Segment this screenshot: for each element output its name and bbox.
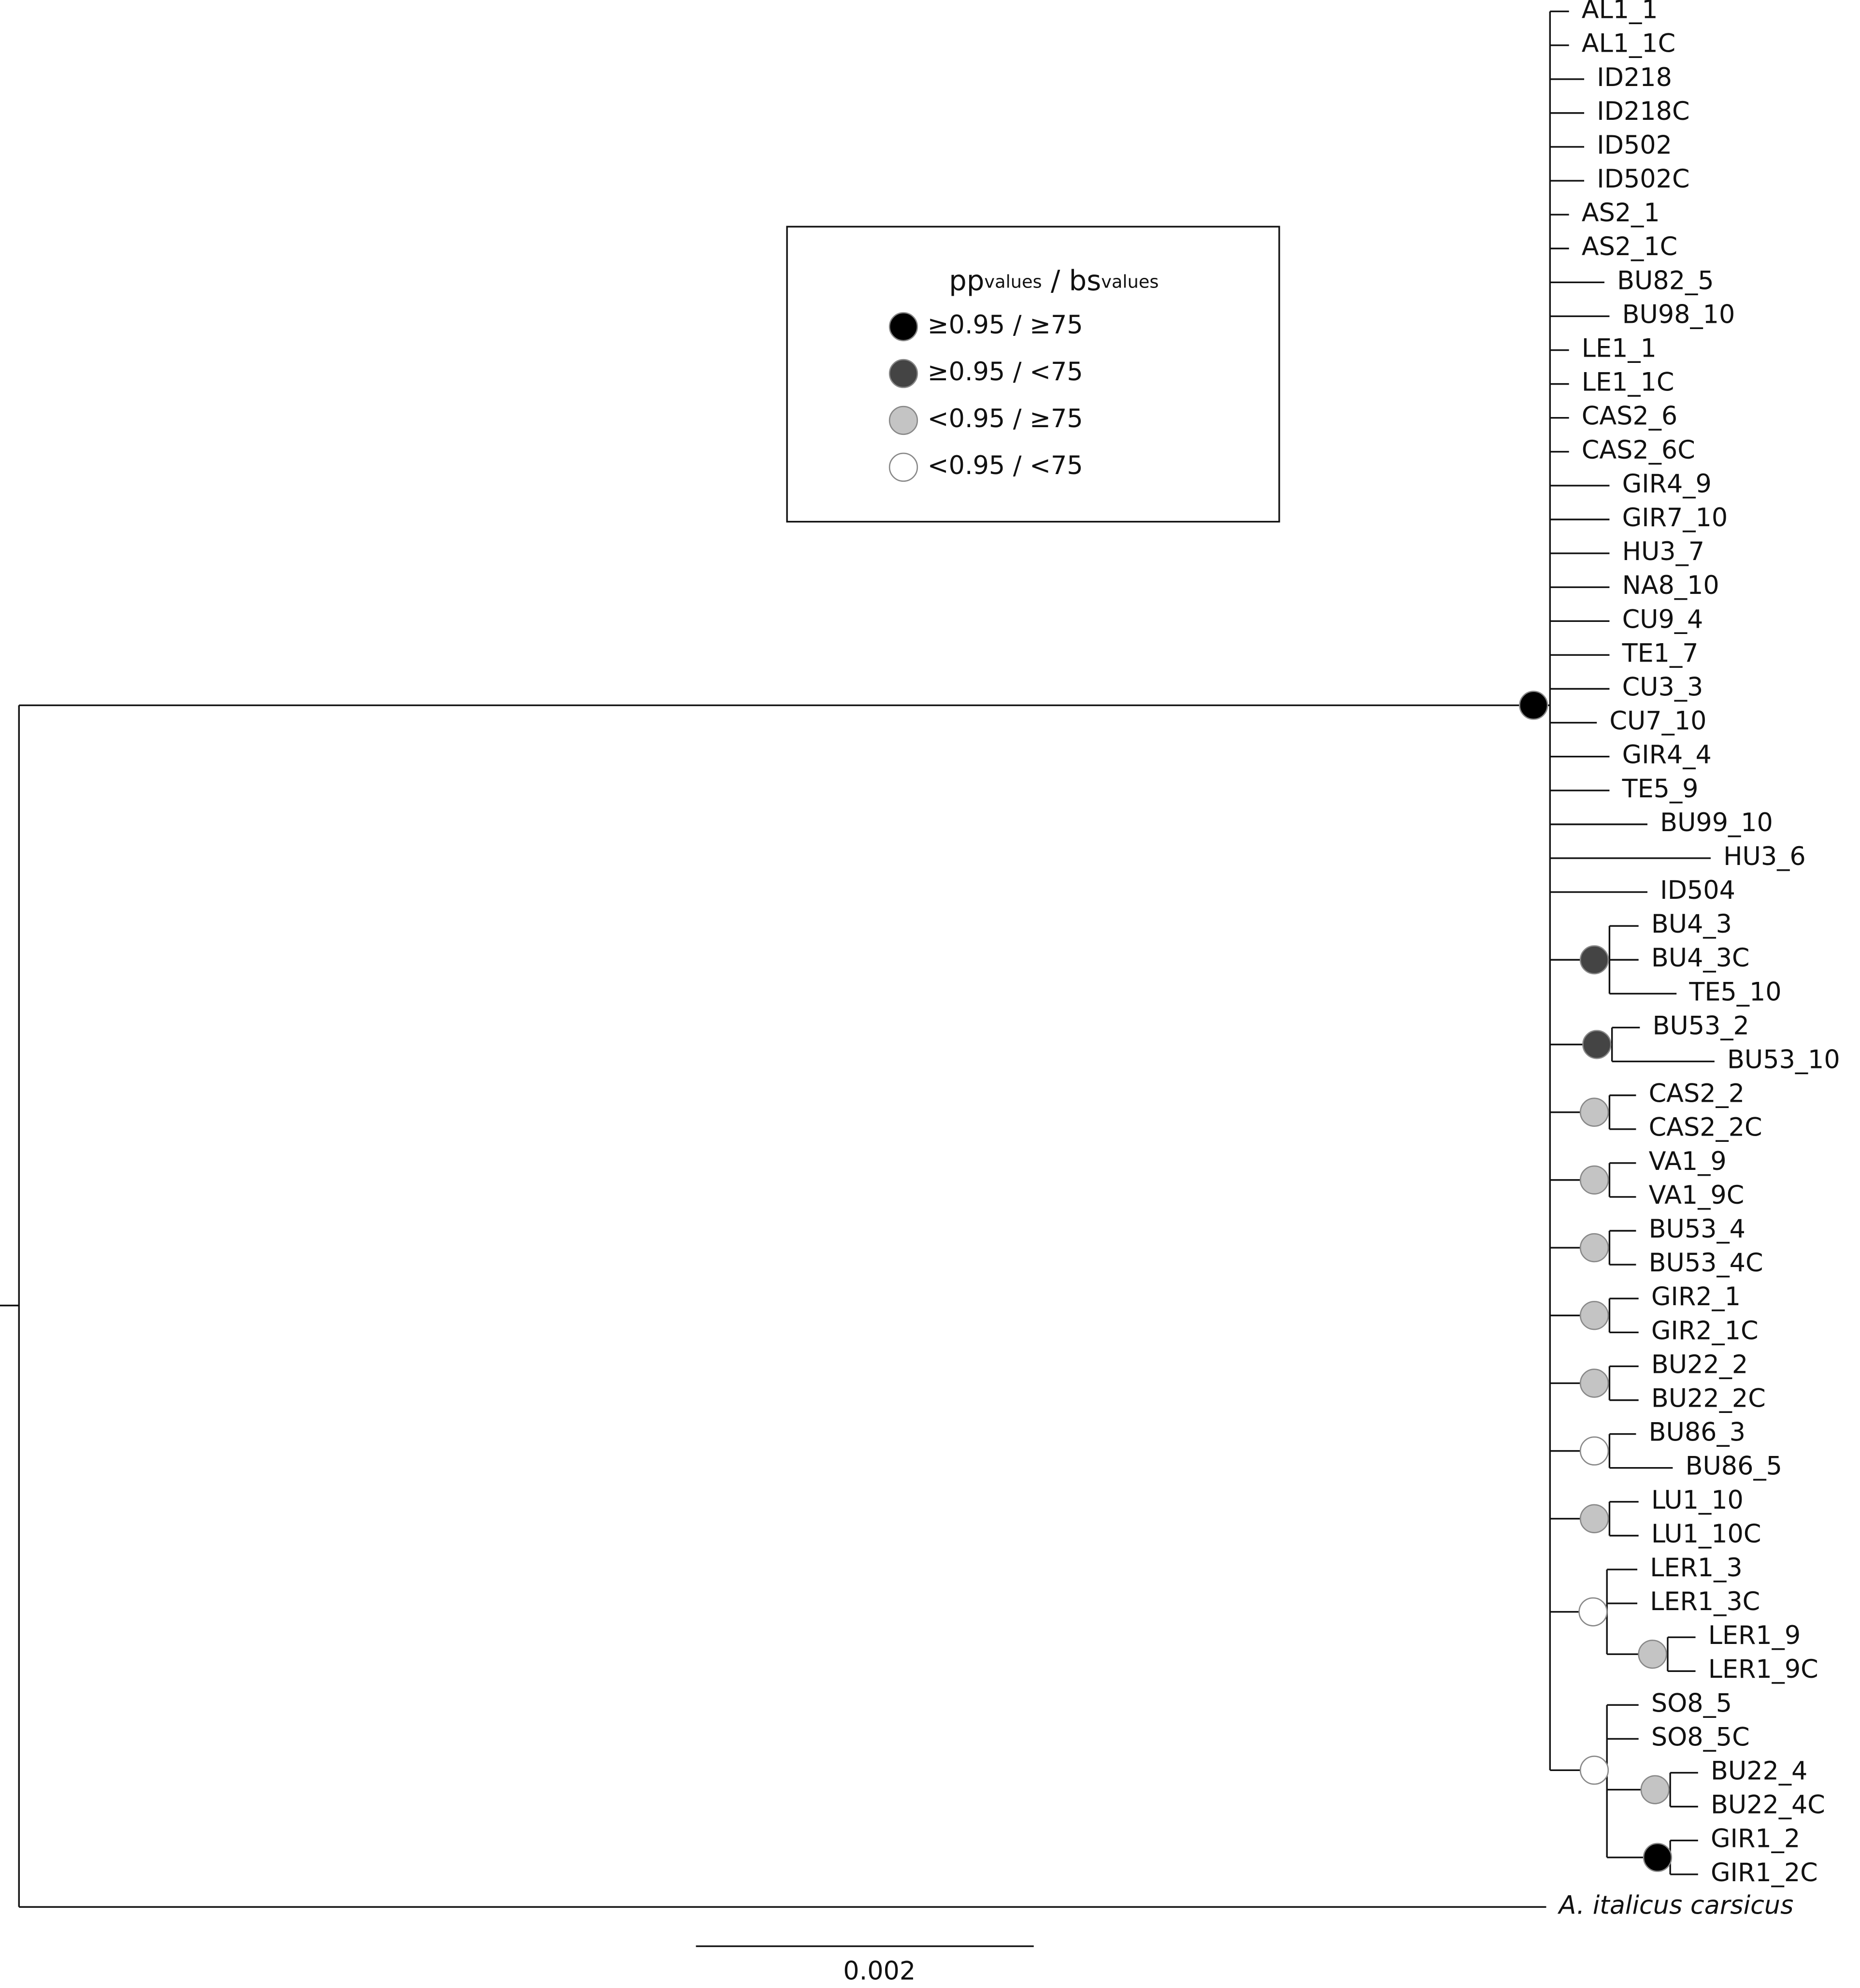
leaf-label: GIR2_1 [1651, 1282, 1741, 1311]
leaf-label: BU99_10 [1660, 808, 1773, 837]
legend-dot [888, 405, 918, 435]
leaf-label: SO8_5 [1651, 1688, 1732, 1718]
leaf-label: HU3_6 [1723, 842, 1806, 871]
leaf-label: VA1_9C [1649, 1181, 1745, 1210]
legend-pp: pp [949, 264, 984, 297]
leaf-label: NA8_10 [1622, 571, 1719, 600]
legend-row: ≥0.95 / <75 [928, 357, 1083, 387]
leaf-label: LER1_3 [1650, 1553, 1742, 1583]
leaf-label: ID502C [1597, 164, 1689, 194]
leaf-label: GIR4_4 [1622, 740, 1712, 770]
leaf-label: CU7_10 [1609, 706, 1706, 736]
leaf-label: AS2_1 [1582, 198, 1660, 228]
support-node [1578, 1597, 1608, 1627]
leaf-label: CAS2_6C [1582, 435, 1695, 465]
support-node [1579, 1436, 1609, 1466]
leaf-label: BU53_2 [1652, 1011, 1749, 1040]
leaf-label: AL1_1C [1582, 29, 1675, 58]
leaf-label: GIR1_2C [1711, 1858, 1818, 1887]
leaf-label: AL1_1 [1582, 0, 1658, 25]
legend-sub: values [984, 271, 1042, 292]
leaf-label: BU4_3 [1651, 909, 1732, 939]
support-node [1579, 1301, 1609, 1330]
leaf-label: ID502 [1597, 130, 1672, 160]
leaf-label: TE5_10 [1688, 977, 1781, 1007]
leaf-label: BU22_4 [1711, 1757, 1807, 1786]
scale-label: 0.002 [843, 1957, 916, 1986]
leaf-label: LE1_1C [1582, 368, 1674, 397]
legend-box [786, 226, 1280, 523]
legend-header: ppvalues / bsvalues [949, 264, 1159, 297]
legend-rows: ≥0.95 / ≥75 ≥0.95 / <75 <0.95 / ≥75 <0.95 /… [888, 310, 1083, 482]
legend-bs: / bs [1042, 264, 1102, 297]
leaf-label: BU86_5 [1686, 1452, 1782, 1481]
support-node [1582, 1030, 1612, 1059]
leaf-label: HU3_7 [1622, 537, 1705, 566]
leaf-label: BU82_5 [1617, 266, 1714, 295]
legend-dot [888, 359, 918, 389]
leaf-label: BU53_10 [1727, 1045, 1840, 1075]
leaf-label: BU86_3 [1649, 1418, 1746, 1447]
support-node [1579, 1504, 1609, 1533]
legend-row: <0.95 / ≥75 [928, 404, 1083, 433]
support-node [1640, 1775, 1670, 1804]
legend-row: ≥0.95 / ≥75 [928, 310, 1083, 340]
leaf-label: ID218 [1597, 63, 1672, 92]
outgroup-label: A. italicus carsicus [1558, 1890, 1794, 1920]
support-node [1643, 1843, 1673, 1872]
leaf-label: GIR2_1C [1651, 1316, 1759, 1345]
leaf-label: BU53_4 [1649, 1214, 1746, 1244]
leaf-label: LER1_9C [1708, 1655, 1818, 1684]
leaf-label: BU22_4C [1711, 1790, 1825, 1820]
leaf-label: BU22_2 [1651, 1350, 1748, 1379]
leaf-label: BU98_10 [1622, 300, 1735, 329]
leaf-label: CAS2_2C [1649, 1113, 1762, 1142]
leaf-label: GIR7_10 [1622, 503, 1728, 533]
legend-dot [888, 452, 918, 482]
leaf-label: BU22_2C [1651, 1383, 1766, 1413]
leaf-label: GIR4_9 [1622, 469, 1712, 499]
legend-sub: values [1101, 271, 1159, 292]
tree: AL1_1 AL1_1C ID218 ID218C ID502 ID502C AS2_1 AS… [0, 0, 1840, 1908]
leaf-label: SO8_5C [1651, 1722, 1750, 1752]
leaf-label: GIR1_2 [1711, 1824, 1800, 1854]
leaf-label: CU3_3 [1622, 672, 1703, 702]
support-node [1579, 1233, 1609, 1263]
support-node [1579, 1097, 1609, 1127]
leaf-label: CAS2_2 [1649, 1079, 1745, 1109]
leaf-label: LER1_3C [1650, 1587, 1760, 1616]
leaf-label: BU4_3C [1651, 943, 1750, 973]
leaf-label: VA1_9 [1649, 1147, 1727, 1176]
support-node [1579, 945, 1609, 975]
support-node [1579, 1165, 1609, 1195]
leaf-label: ID218C [1597, 97, 1689, 126]
support-node [1519, 691, 1548, 720]
leaf-label: LU1_10 [1651, 1485, 1744, 1515]
legend-dot [888, 312, 918, 342]
leaf-label: TE1_7 [1622, 638, 1699, 668]
leaf-label: CU9_4 [1622, 605, 1703, 634]
leaf-label: LER1_9 [1708, 1621, 1801, 1650]
leaf-label: TE5_9 [1622, 774, 1699, 804]
support-node [1638, 1640, 1667, 1669]
legend-row: <0.95 / <75 [928, 451, 1083, 480]
leaf-label: LE1_1 [1582, 334, 1657, 363]
support-node [1579, 1369, 1609, 1398]
support-node [1579, 1756, 1609, 1785]
leaf-label: LU1_10C [1651, 1519, 1761, 1549]
leaf-label: CAS2_6 [1582, 402, 1677, 431]
leaf-label: AS2_1C [1582, 232, 1677, 261]
leaf-label: ID504 [1660, 876, 1735, 905]
leaf-label: BU53_4C [1649, 1248, 1763, 1278]
